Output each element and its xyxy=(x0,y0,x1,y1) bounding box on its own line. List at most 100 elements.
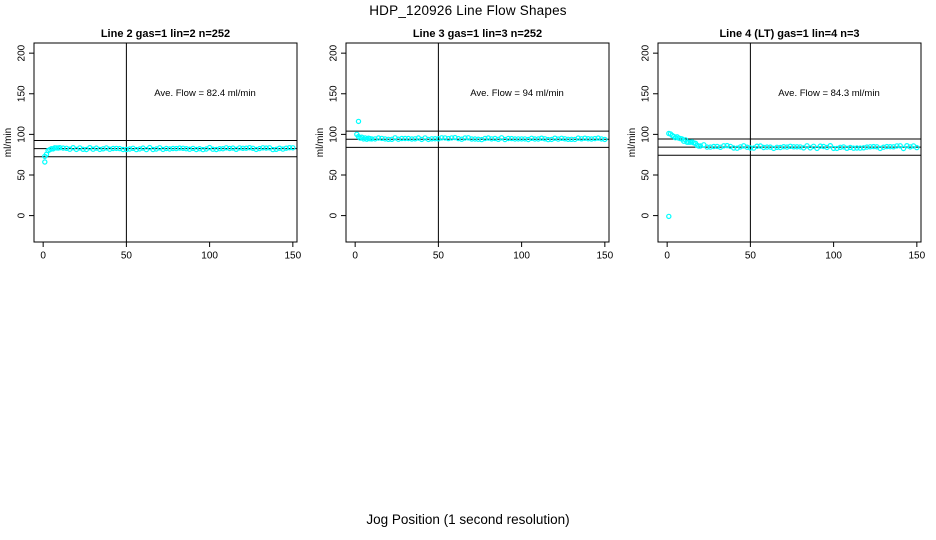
data-point xyxy=(588,136,595,142)
data-point xyxy=(568,136,575,142)
data-point xyxy=(907,144,913,150)
data-point xyxy=(492,135,498,142)
data-point xyxy=(448,135,455,141)
data-point xyxy=(764,144,770,150)
data-point xyxy=(163,145,169,152)
data-point xyxy=(684,139,690,145)
data-point xyxy=(286,144,293,151)
data-point xyxy=(760,144,767,151)
outlier-point xyxy=(355,118,362,125)
data-point xyxy=(263,145,269,151)
data-point xyxy=(565,136,571,142)
data-point xyxy=(784,144,790,150)
data-point xyxy=(857,145,863,151)
data-point xyxy=(880,144,887,150)
data-point xyxy=(485,135,491,141)
data-point xyxy=(180,145,186,151)
data-point xyxy=(602,136,608,143)
data-point xyxy=(774,144,780,150)
data-point xyxy=(575,135,581,141)
data-point xyxy=(442,135,448,141)
data-point xyxy=(428,136,435,142)
data-point xyxy=(472,136,478,142)
data-point xyxy=(817,143,823,149)
x-tick-label: 50 xyxy=(745,251,757,262)
panel-title: Line 4 (LT) gas=1 lin=4 n=3 xyxy=(719,28,859,40)
panel-title: Line 2 gas=1 lin=2 n=252 xyxy=(101,28,230,40)
data-point xyxy=(186,146,193,152)
y-tick-label: 200 xyxy=(641,44,652,61)
data-point xyxy=(754,143,760,149)
data-point xyxy=(438,135,445,141)
data-point xyxy=(223,145,229,151)
data-point xyxy=(870,143,877,150)
data-point xyxy=(173,145,179,152)
outlier-point xyxy=(666,213,672,220)
data-point xyxy=(512,136,518,142)
data-point xyxy=(170,145,176,152)
x-tick-label: 100 xyxy=(513,251,530,262)
y-tick-label: 0 xyxy=(329,212,340,218)
panel-line-4: Line 4 (LT) gas=1 lin=4 n=3 0 50 100 150 0 50 1… xyxy=(624,0,936,270)
data-point xyxy=(797,144,803,150)
data-point xyxy=(60,145,66,151)
data-point xyxy=(790,144,797,150)
data-point xyxy=(243,145,249,151)
outlier-point xyxy=(42,159,48,165)
x-tick-label: 50 xyxy=(433,251,445,262)
data-point xyxy=(894,143,900,149)
data-point xyxy=(482,135,488,142)
x-tick-label: 100 xyxy=(201,251,218,262)
data-point xyxy=(747,145,754,151)
data-point xyxy=(744,144,750,150)
data-point xyxy=(402,135,408,142)
data-point xyxy=(253,146,259,153)
panel-svg: Line 2 gas=1 lin=2 n=252 0 50 100 150 0 50 100 1… xyxy=(3,28,302,262)
x-tick-label: 0 xyxy=(664,251,670,262)
data-point xyxy=(63,145,70,151)
data-point xyxy=(110,145,116,152)
x-tick-label: 0 xyxy=(40,251,46,262)
data-point xyxy=(887,143,893,150)
data-point xyxy=(432,135,438,142)
data-point xyxy=(150,146,156,153)
data-point xyxy=(100,146,106,152)
data-point xyxy=(555,136,561,142)
data-point xyxy=(200,146,206,153)
data-point xyxy=(558,135,565,141)
data-point xyxy=(280,146,286,152)
data-point xyxy=(412,136,418,142)
data-point xyxy=(425,136,432,143)
data-point xyxy=(528,135,535,141)
data-point xyxy=(160,146,166,153)
data-point xyxy=(787,143,793,149)
data-point xyxy=(236,145,243,151)
data-point xyxy=(707,144,714,150)
data-point xyxy=(375,135,382,141)
data-point xyxy=(246,144,253,151)
data-point xyxy=(57,144,63,151)
y-tick-label: 150 xyxy=(641,85,652,102)
data-point xyxy=(686,139,692,145)
data-point xyxy=(409,136,415,142)
data-point xyxy=(884,143,890,150)
panel-svg: Line 4 (LT) gas=1 lin=4 n=3 0 50 100 150 0 50 1… xyxy=(627,28,926,262)
data-point xyxy=(721,143,727,149)
data-point xyxy=(210,146,216,152)
data-point xyxy=(240,145,246,151)
data-point xyxy=(724,142,730,149)
data-point xyxy=(730,145,737,151)
ave-flow-annotation: Ave. Flow = 84.3 ml/min xyxy=(778,88,879,99)
y-tick-label: 50 xyxy=(641,169,652,181)
data-point xyxy=(582,135,588,141)
data-point xyxy=(123,146,130,153)
data-point xyxy=(455,135,462,142)
data-point xyxy=(897,143,903,149)
x-tick-label: 100 xyxy=(825,251,842,262)
data-point xyxy=(552,135,558,141)
data-point xyxy=(435,136,442,142)
data-point xyxy=(595,135,601,141)
y-tick-label: 150 xyxy=(329,85,340,102)
y-tick-label: 50 xyxy=(17,169,28,181)
